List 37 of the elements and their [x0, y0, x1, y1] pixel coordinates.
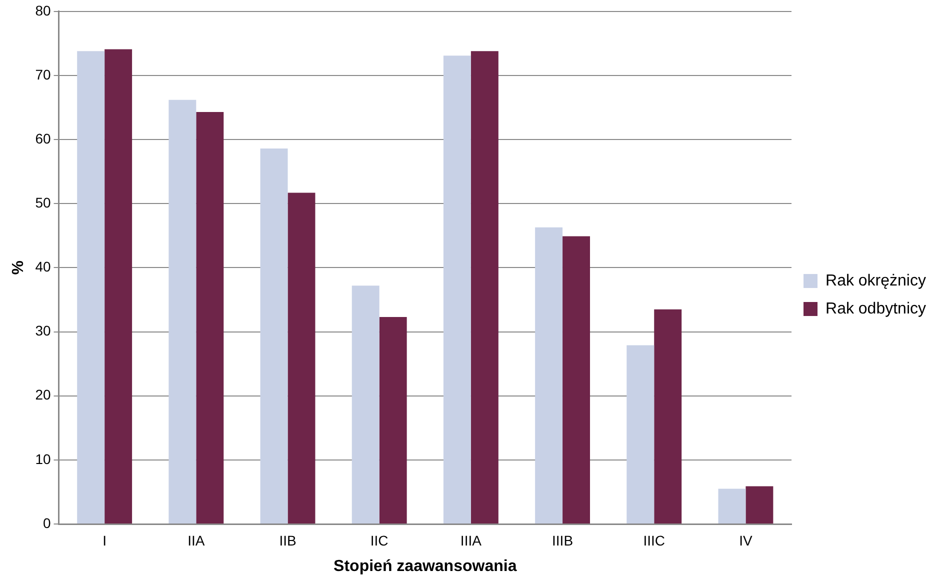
bar: [654, 309, 682, 524]
y-tick-label: 80: [35, 2, 51, 18]
x-tick-label: IIC: [370, 532, 388, 548]
y-tick-label: 10: [35, 450, 51, 467]
y-axis-title: %: [10, 260, 28, 275]
x-tick-label: IIA: [188, 532, 206, 548]
bar: [77, 51, 105, 524]
bar: [443, 56, 471, 524]
x-tick-label: IV: [739, 532, 753, 548]
bar: [104, 49, 132, 524]
x-tick-label: IIIC: [643, 532, 666, 548]
y-tick-label: 50: [35, 194, 51, 210]
bar: [626, 345, 654, 524]
y-tick-label: 0: [42, 514, 51, 531]
bar: [718, 488, 746, 524]
bar: [746, 486, 774, 524]
x-axis-title: Stopień zaawansowania: [334, 558, 517, 575]
x-tick-label: IIIB: [552, 532, 574, 548]
bar: [260, 148, 288, 524]
y-tick-label: 40: [35, 258, 51, 275]
x-tick-label: IIB: [279, 532, 296, 548]
y-tick-label: 30: [35, 322, 51, 339]
bar: [168, 100, 196, 524]
legend-label: Rak odbytnicy: [826, 300, 926, 318]
bar: [288, 192, 316, 524]
bar: [535, 227, 563, 524]
x-tick-label: IIIA: [460, 532, 482, 548]
x-tick-label: I: [102, 532, 107, 548]
bar: [470, 51, 498, 524]
y-tick-label: 60: [35, 130, 51, 146]
bar: [196, 112, 224, 524]
bar: [352, 286, 380, 524]
bar: [562, 236, 590, 524]
bar: [379, 317, 407, 524]
y-tick-label: 70: [35, 66, 51, 82]
legend-label: Rak okrężnicy: [826, 272, 926, 290]
y-tick-label: 20: [35, 386, 51, 403]
